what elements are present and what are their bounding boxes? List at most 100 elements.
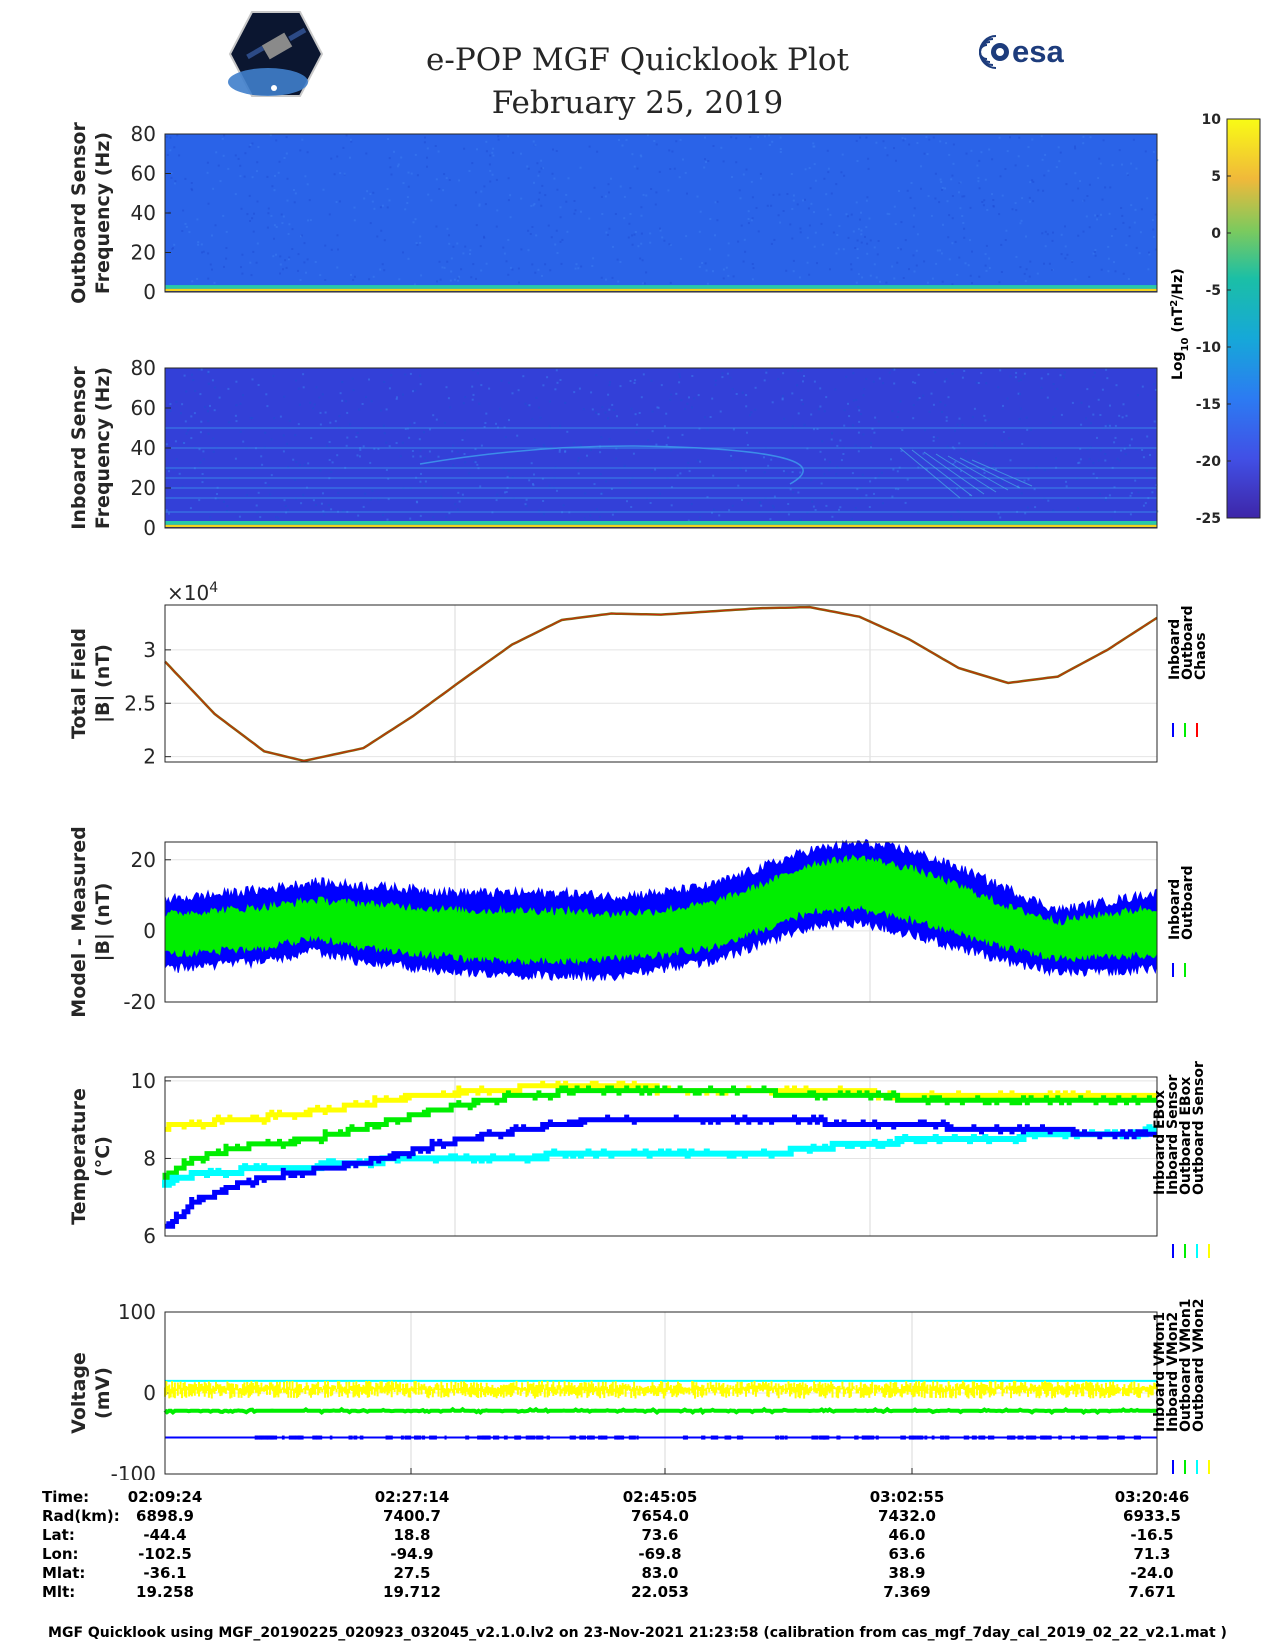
inboard-spectrogram-noise xyxy=(1006,397,1009,400)
outboard-spectrogram-noise xyxy=(742,173,745,176)
inboard-spectrogram-noise xyxy=(537,509,540,512)
inboard-spectrogram-noise xyxy=(719,410,722,413)
series-inboard-vmon1-marks xyxy=(614,1435,618,1440)
voltage-chart-frame xyxy=(164,1311,1158,1475)
outboard-spectrogram-noise xyxy=(389,166,392,169)
inboard-spectrogram-noise xyxy=(318,396,321,399)
ephem-mlat: 38.9 xyxy=(888,1564,926,1582)
inboard-spectrogram-noise xyxy=(362,445,365,448)
outboard-spectrogram-noise xyxy=(840,171,843,174)
inboard-spectrogram-noise xyxy=(1088,458,1091,460)
outboard-spectrogram-noise xyxy=(807,207,810,210)
outboard-spectrogram-noise xyxy=(1134,208,1137,211)
temperature-legend-label: Outboard Sensor xyxy=(1191,1061,1207,1195)
series-inboard-vmon1-marks xyxy=(546,1435,550,1440)
outboard-spectrogram-noise xyxy=(747,222,750,225)
inboard-spectrogram-noise xyxy=(525,505,528,508)
outboard-spectrogram-noise xyxy=(912,225,915,228)
outboard-spectrogram-noise xyxy=(739,197,742,200)
outboard-spectrogram-noise xyxy=(763,135,766,138)
outboard-spectrogram-noise xyxy=(1135,246,1138,249)
inboard-spectrogram-noise xyxy=(878,377,881,380)
outboard-spectrogram-noise xyxy=(169,149,172,152)
outboard-spectrogram-noise xyxy=(893,277,896,280)
inboard-spectrogram-noise xyxy=(612,409,615,411)
colorbar-label-part: Log xyxy=(1170,351,1186,380)
outboard-spectrogram-noise xyxy=(1052,231,1054,234)
outboard-spectrogram-noise xyxy=(458,179,461,182)
outboard-spectrogram-noise xyxy=(1113,261,1115,264)
outboard-spectrogram-noise xyxy=(896,261,899,264)
outboard-spectrogram-noise xyxy=(893,205,896,208)
inboard-spectrogram-noise xyxy=(448,512,451,515)
inboard-spectrogram-noise xyxy=(349,423,352,426)
outboard-spectrogram-noise xyxy=(533,203,536,205)
outboard-spectrogram-noise xyxy=(747,210,750,213)
series-inboard-vmon1-marks xyxy=(359,1435,364,1440)
total-field-chart-ytick-label: 2.5 xyxy=(124,691,156,715)
inboard-spectrogram-noise xyxy=(1047,373,1050,376)
outboard-spectrogram-noise xyxy=(714,234,716,237)
inboard-spectrogram-noise xyxy=(189,507,192,510)
outboard-spectrogram-noise xyxy=(383,239,386,242)
ephem-lon: -94.9 xyxy=(390,1545,434,1563)
inboard-spectrogram-noise xyxy=(811,500,814,503)
outboard-spectrogram-noise xyxy=(962,222,965,224)
inboard-spectrogram-noise xyxy=(226,505,229,508)
outboard-spectrogram-noise xyxy=(489,169,492,172)
outboard-spectrogram-noise xyxy=(1064,225,1066,228)
inboard-spectrogram-noise xyxy=(573,391,576,394)
total-field-legend-label: Chaos xyxy=(1193,632,1209,680)
outboard-spectrogram-noise xyxy=(251,176,254,179)
inboard-spectrogram-noise xyxy=(881,502,884,505)
outboard-spectrogram-noise xyxy=(792,259,795,262)
inboard-spectrogram-noise xyxy=(1019,393,1021,396)
outboard-spectrogram-noise xyxy=(446,260,449,263)
outboard-spectrogram-noise xyxy=(806,261,809,264)
outboard-spectrogram-noise xyxy=(1031,179,1034,182)
series-inboard-vmon1-marks xyxy=(973,1435,977,1440)
inboard-spectrogram-noise xyxy=(688,396,690,399)
inboard-spectrogram-noise xyxy=(1020,492,1023,495)
outboard-spectrogram-noise xyxy=(873,263,876,266)
outboard-spectrogram-noise xyxy=(704,158,706,161)
outboard-spectrogram-noise xyxy=(640,155,643,158)
outboard-spectrogram-noise xyxy=(174,180,177,183)
outboard-spectrogram-noise xyxy=(336,155,339,158)
ephem-time: 03:02:55 xyxy=(869,1488,945,1506)
outboard-spectrogram-noise xyxy=(256,242,259,245)
series-inboard-vmon1-marks xyxy=(569,1435,576,1440)
outboard-spectrogram-noise xyxy=(478,204,481,207)
inboard-spectrogram-noise xyxy=(1045,519,1048,522)
outboard-spectrogram-noise xyxy=(472,263,475,266)
outboard-spectrogram-noise xyxy=(678,176,681,179)
outboard-spectrogram-noise xyxy=(865,136,868,139)
inboard-spectrogram-noise xyxy=(471,385,474,388)
outboard-spectrogram-noise xyxy=(939,249,942,252)
series-chaos-line xyxy=(164,606,1158,762)
outboard-spectrogram-noise xyxy=(484,203,487,206)
inboard-spectrogram-noise xyxy=(619,385,622,388)
series-inboard-vmon1-marks xyxy=(862,1435,870,1440)
outboard-spectrogram-noise xyxy=(283,157,286,159)
outboard-spectrogram-noise xyxy=(920,187,922,190)
outboard-spectrogram-noise xyxy=(1121,214,1124,217)
inboard-spectrogram-noise xyxy=(726,372,729,375)
outboard-spectrogram-noise xyxy=(750,180,753,183)
inboard-spectrogram-noise xyxy=(796,384,799,387)
outboard-spectrogram-noise xyxy=(491,151,494,154)
outboard-spectrogram-noise xyxy=(573,212,576,215)
inboard-spectrogram-noise xyxy=(630,407,633,410)
inboard-spectrogram-noise xyxy=(265,393,268,396)
inboard-spectrogram-noise xyxy=(704,416,706,419)
outboard-spectrogram-noise xyxy=(940,181,943,183)
inboard-spectrogram-noise xyxy=(1000,481,1003,484)
colorbar-tick-label: -25 xyxy=(1196,511,1221,527)
outboard-spectrogram-noise xyxy=(468,170,471,172)
series-inboard-vmon1-marks xyxy=(900,1435,906,1440)
inboard-spectrogram-noise xyxy=(599,451,602,454)
inboard-spectrogram-noise xyxy=(813,428,815,431)
inboard-spectrogram-noise xyxy=(464,396,467,399)
inboard-spectrogram-noise xyxy=(1017,392,1020,395)
inboard-spectrogram-noise xyxy=(586,454,588,457)
